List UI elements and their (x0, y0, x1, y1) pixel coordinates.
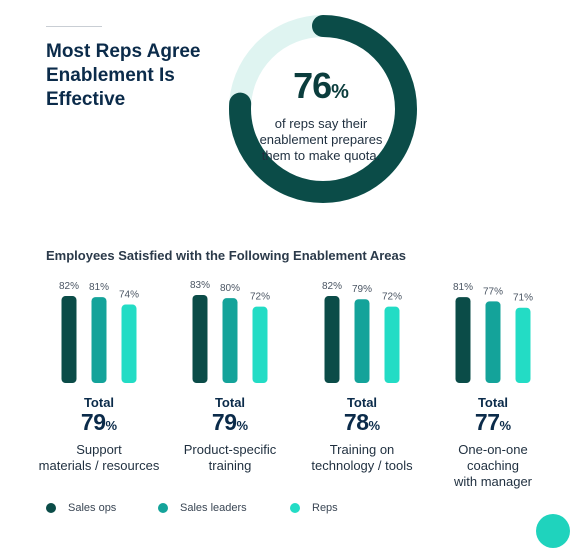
bar-sales-ops-4 (455, 297, 471, 383)
legend-item-sales-ops: Sales ops (46, 502, 116, 514)
bar-sales-ops-2 (192, 295, 208, 383)
bar-sales-ops-1 (61, 296, 77, 383)
category-label: Support materials / resources (38, 442, 160, 473)
bar-sales-leaders-4 (485, 301, 501, 383)
bar-label-sales-leaders-4: 77% (483, 286, 503, 297)
bar-label-sales-ops-2: 83% (190, 280, 210, 291)
bar-label-reps-3: 72% (382, 292, 402, 303)
group-1: Total 79% Support materials / resources (29, 396, 169, 474)
bar-reps-1 (121, 304, 137, 383)
bar-sales-leaders-2 (222, 298, 238, 383)
legend-label-reps: Reps (312, 502, 338, 514)
category-label: One-on-one coaching with manager (453, 442, 533, 489)
category-label: Product-specific training (183, 442, 277, 473)
legend-label-sales-leaders: Sales leaders (180, 502, 247, 514)
legend-label-sales-ops: Sales ops (68, 502, 117, 514)
bar-label-reps-2: 72% (250, 292, 270, 303)
category-label: Training on technology / tools (311, 442, 413, 473)
header-divider (46, 26, 102, 27)
group-total-label: Total (477, 395, 509, 410)
chart-subtitle: Employees Satisfied with the Following E… (46, 248, 406, 263)
headline-stat: 76% of reps say their enablement prepare… (258, 66, 384, 164)
group-total-label: Total (346, 395, 378, 410)
group-2: Total 79% Product-specific training (160, 396, 300, 474)
bar-reps-4 (515, 307, 531, 383)
group-total-value: 77% (423, 410, 563, 438)
bar-reps-2 (252, 306, 268, 383)
legend-item-sales-leaders: Sales leaders (158, 502, 247, 514)
stat-unit: % (331, 81, 349, 103)
bar-label-reps-4: 71% (513, 293, 533, 304)
bar-label-sales-ops-3: 82% (322, 281, 342, 292)
legend-swatch-sales-ops (46, 503, 56, 513)
stat-number: 76 (293, 65, 332, 106)
bar-label-sales-leaders-3: 79% (352, 284, 372, 295)
stat-description: of reps say their enablement prepares th… (259, 116, 383, 163)
group-3: Total 78% Training on technology / tools (292, 396, 432, 474)
group-total-unit: % (368, 418, 381, 433)
group-total-label: Total (214, 395, 246, 410)
group-total-label: Total (83, 395, 115, 410)
group-total-number: 77 (474, 409, 500, 435)
group-total-value: 79% (29, 410, 169, 438)
bar-sales-leaders-3 (354, 299, 370, 383)
legend-item-reps: Reps (290, 502, 338, 514)
corner-decoration (536, 514, 570, 548)
bar-label-sales-ops-1: 82% (59, 281, 79, 292)
group-total-unit: % (105, 418, 118, 433)
group-total-value: 78% (292, 410, 432, 438)
group-total-value: 79% (160, 410, 300, 438)
headline: Most Reps Agree Enablement Is Effective (46, 41, 201, 110)
bar-sales-leaders-1 (91, 297, 107, 383)
group-total-number: 79 (211, 409, 237, 435)
group-4: Total 77% One-on-one coaching with manager (423, 396, 563, 490)
donut-fill (229, 15, 417, 203)
legend-swatch-sales-leaders (158, 503, 168, 513)
group-total-number: 79 (80, 409, 106, 435)
bar-sales-ops-3 (324, 296, 340, 383)
donut-chart (229, 15, 417, 203)
group-total-number: 78 (343, 409, 369, 435)
bar-reps-3 (384, 306, 400, 383)
bar-label-reps-1: 74% (119, 290, 139, 301)
group-total-unit: % (499, 418, 512, 433)
bar-chart: 82% 81% 74% 83% 80% 72% 82% 79% 72% 81% 77% 71% (59, 280, 533, 383)
bar-label-sales-ops-4: 81% (453, 282, 473, 293)
stat-value: 76% (258, 66, 384, 112)
bar-label-sales-leaders-2: 80% (220, 283, 240, 294)
bar-label-sales-leaders-1: 81% (89, 282, 109, 293)
legend-swatch-reps (290, 503, 300, 513)
group-total-unit: % (236, 418, 249, 433)
